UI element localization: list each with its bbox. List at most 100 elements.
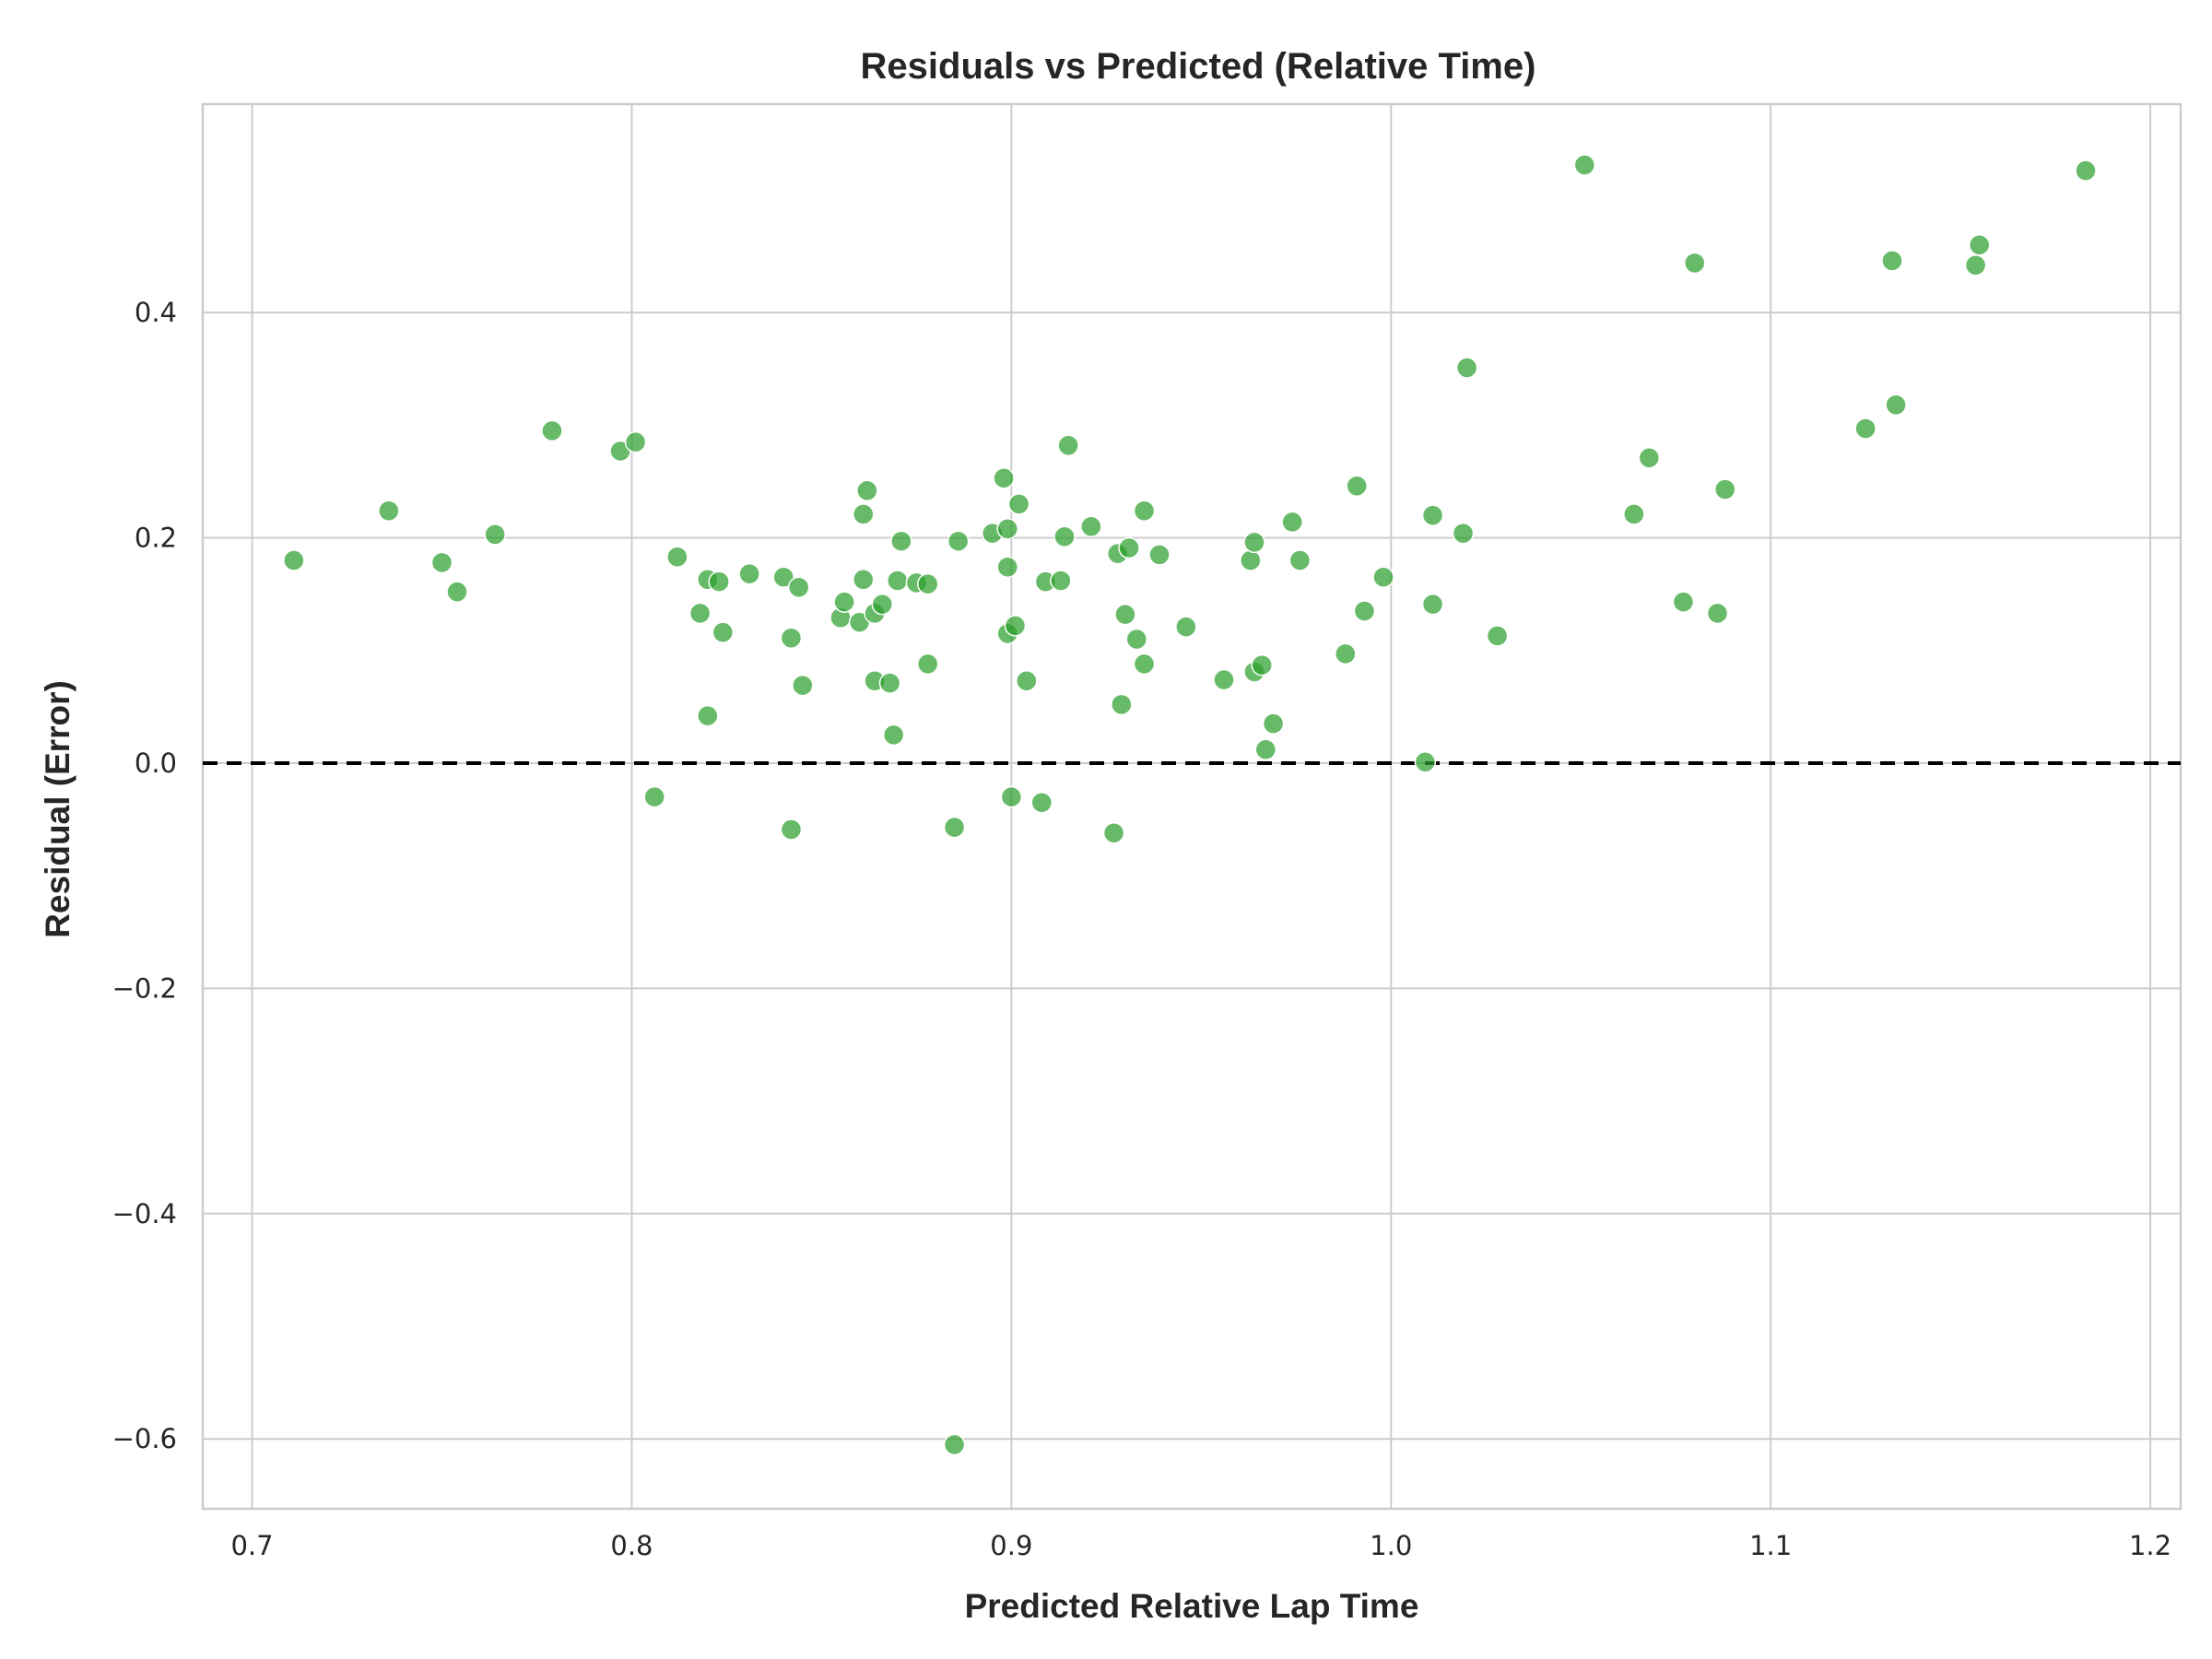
- data-point: [1251, 653, 1273, 677]
- data-point: [1114, 603, 1136, 626]
- data-point: [541, 419, 563, 442]
- data-point: [780, 818, 803, 841]
- data-point: [1262, 712, 1285, 735]
- x-tick-label: 0.7: [230, 1530, 273, 1561]
- data-point: [1133, 500, 1156, 522]
- data-point: [1243, 531, 1265, 554]
- data-point: [1713, 478, 1736, 500]
- chart-title: Residuals vs Predicted (Relative Time): [861, 46, 1536, 87]
- data-point: [1968, 234, 1991, 256]
- data-point: [1118, 536, 1140, 559]
- data-point: [1050, 570, 1072, 592]
- data-point: [1102, 821, 1125, 844]
- data-point: [697, 704, 719, 727]
- data-point: [887, 570, 909, 592]
- data-point: [643, 785, 665, 808]
- data-point: [1672, 591, 1695, 613]
- y-tick-label: −0.2: [112, 972, 177, 1004]
- data-point: [916, 653, 939, 676]
- data-point: [738, 562, 760, 585]
- data-point: [1885, 394, 1907, 417]
- data-point: [1030, 791, 1053, 814]
- data-point: [792, 674, 814, 697]
- data-point: [1335, 642, 1357, 665]
- data-point: [712, 621, 735, 643]
- data-point: [1414, 750, 1437, 773]
- data-point: [1175, 616, 1197, 638]
- x-tick-label: 1.0: [1370, 1530, 1412, 1561]
- data-point: [890, 530, 912, 552]
- data-point: [1111, 693, 1133, 716]
- data-point: [1455, 357, 1478, 379]
- data-point: [283, 549, 305, 571]
- data-point: [1854, 418, 1877, 440]
- data-point: [2075, 159, 2097, 182]
- data-point: [996, 556, 1018, 579]
- data-point: [708, 571, 730, 593]
- data-point: [1000, 785, 1023, 808]
- data-point: [1346, 475, 1368, 498]
- data-point: [1080, 515, 1102, 538]
- x-tick-label: 1.1: [1749, 1530, 1792, 1561]
- data-point: [1684, 252, 1706, 275]
- x-axis-label: Predicted Relative Lap Time: [965, 1587, 1419, 1625]
- data-point: [1638, 446, 1661, 469]
- data-point: [1486, 625, 1509, 647]
- data-point: [1452, 522, 1475, 545]
- data-point: [1057, 434, 1079, 457]
- x-tick-label: 0.9: [990, 1530, 1032, 1561]
- data-point: [446, 581, 468, 603]
- data-point: [852, 568, 875, 591]
- data-point: [1240, 549, 1262, 571]
- data-point: [1213, 668, 1235, 691]
- data-point: [1007, 493, 1030, 515]
- data-point: [993, 466, 1015, 489]
- data-point: [943, 816, 966, 839]
- data-point: [484, 524, 506, 546]
- data-point: [1133, 653, 1156, 676]
- data-point: [852, 503, 875, 525]
- x-tick-label: 0.8: [610, 1530, 653, 1561]
- data-point: [624, 430, 647, 453]
- y-tick-label: −0.6: [112, 1423, 177, 1454]
- data-points: [283, 154, 2097, 1456]
- data-point: [1964, 254, 1987, 276]
- x-tick-label: 1.2: [2129, 1530, 2171, 1561]
- data-point: [1288, 549, 1312, 571]
- data-point: [666, 546, 688, 569]
- data-point: [943, 1433, 966, 1456]
- data-point: [1125, 628, 1148, 651]
- data-point: [1573, 154, 1596, 176]
- data-point: [878, 672, 901, 694]
- data-point: [1706, 602, 1729, 625]
- data-point: [1353, 600, 1376, 622]
- data-point: [1421, 504, 1444, 526]
- data-point: [1623, 503, 1645, 525]
- data-point: [947, 530, 970, 552]
- data-point: [833, 591, 855, 613]
- data-point: [772, 566, 794, 589]
- data-point: [882, 724, 905, 747]
- data-point: [780, 627, 803, 650]
- x-tick-labels: 0.7 0.8 0.9 1.0 1.1 1.2: [230, 1530, 2171, 1561]
- data-point: [430, 551, 453, 574]
- y-tick-label: 0.4: [135, 297, 177, 328]
- y-tick-label: 0.0: [135, 747, 177, 779]
- data-point: [787, 576, 810, 599]
- data-point: [996, 517, 1018, 540]
- data-point: [1053, 525, 1076, 548]
- y-tick-label: −0.4: [112, 1198, 177, 1230]
- data-point: [1421, 593, 1444, 616]
- data-point: [1281, 511, 1303, 534]
- data-point: [871, 593, 894, 616]
- data-point: [1004, 615, 1027, 637]
- data-point: [1016, 669, 1038, 692]
- y-tick-labels: −0.6 −0.4 −0.2 0.0 0.2 0.4: [112, 297, 177, 1454]
- data-point: [856, 479, 878, 501]
- plot-frame: [201, 102, 2183, 1511]
- data-point: [1148, 544, 1171, 566]
- data-point: [1372, 566, 1394, 589]
- data-point: [688, 602, 712, 625]
- data-point: [1881, 250, 1903, 272]
